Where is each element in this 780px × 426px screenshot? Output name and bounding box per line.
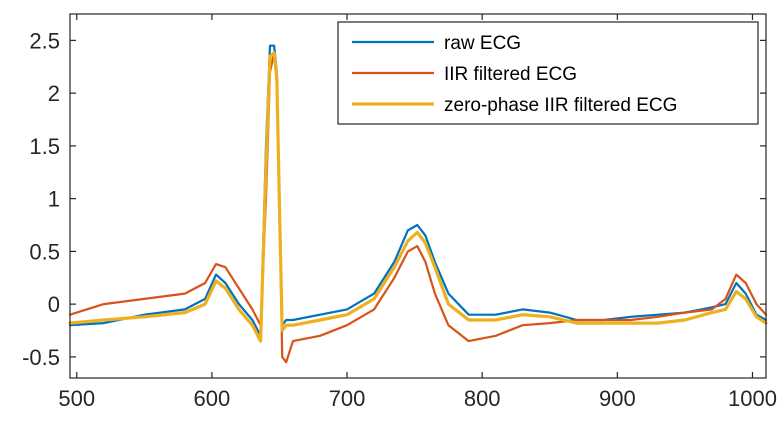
y-tick-label: 1.5 bbox=[29, 134, 60, 159]
y-tick-label: 0 bbox=[48, 292, 60, 317]
series-layer bbox=[68, 44, 768, 364]
series-line-1 bbox=[68, 44, 768, 337]
x-tick-label: 800 bbox=[464, 386, 501, 411]
x-tick-label: 700 bbox=[329, 386, 366, 411]
axes-layer: 500 600 700 800 900 1000 -0.5 0 0.5 1 1.5 2 2.5 bbox=[22, 13, 777, 411]
legend-label-1: raw ECG bbox=[444, 33, 521, 54]
axes-box bbox=[69, 13, 767, 379]
series-line-2 bbox=[68, 51, 768, 364]
x-tick-label: 1000 bbox=[728, 386, 777, 411]
y-tick-label: 1 bbox=[48, 187, 60, 212]
y-tick-label: 2 bbox=[48, 81, 60, 106]
legend: raw ECG IIR filtered ECG zero-phase IIR fi… bbox=[337, 21, 759, 125]
y-tick-label: 0.5 bbox=[29, 239, 60, 264]
legend-label-3: zero-phase IIR filtered ECG bbox=[444, 95, 677, 116]
x-tick-label: 600 bbox=[194, 386, 231, 411]
series-line-3 bbox=[68, 51, 768, 343]
y-tick-label: -0.5 bbox=[22, 345, 60, 370]
y-tick-label: 2.5 bbox=[29, 28, 60, 53]
x-tick-label: 500 bbox=[58, 386, 95, 411]
x-tick-label: 900 bbox=[599, 386, 636, 411]
legend-label-2: IIR filtered ECG bbox=[444, 64, 577, 85]
